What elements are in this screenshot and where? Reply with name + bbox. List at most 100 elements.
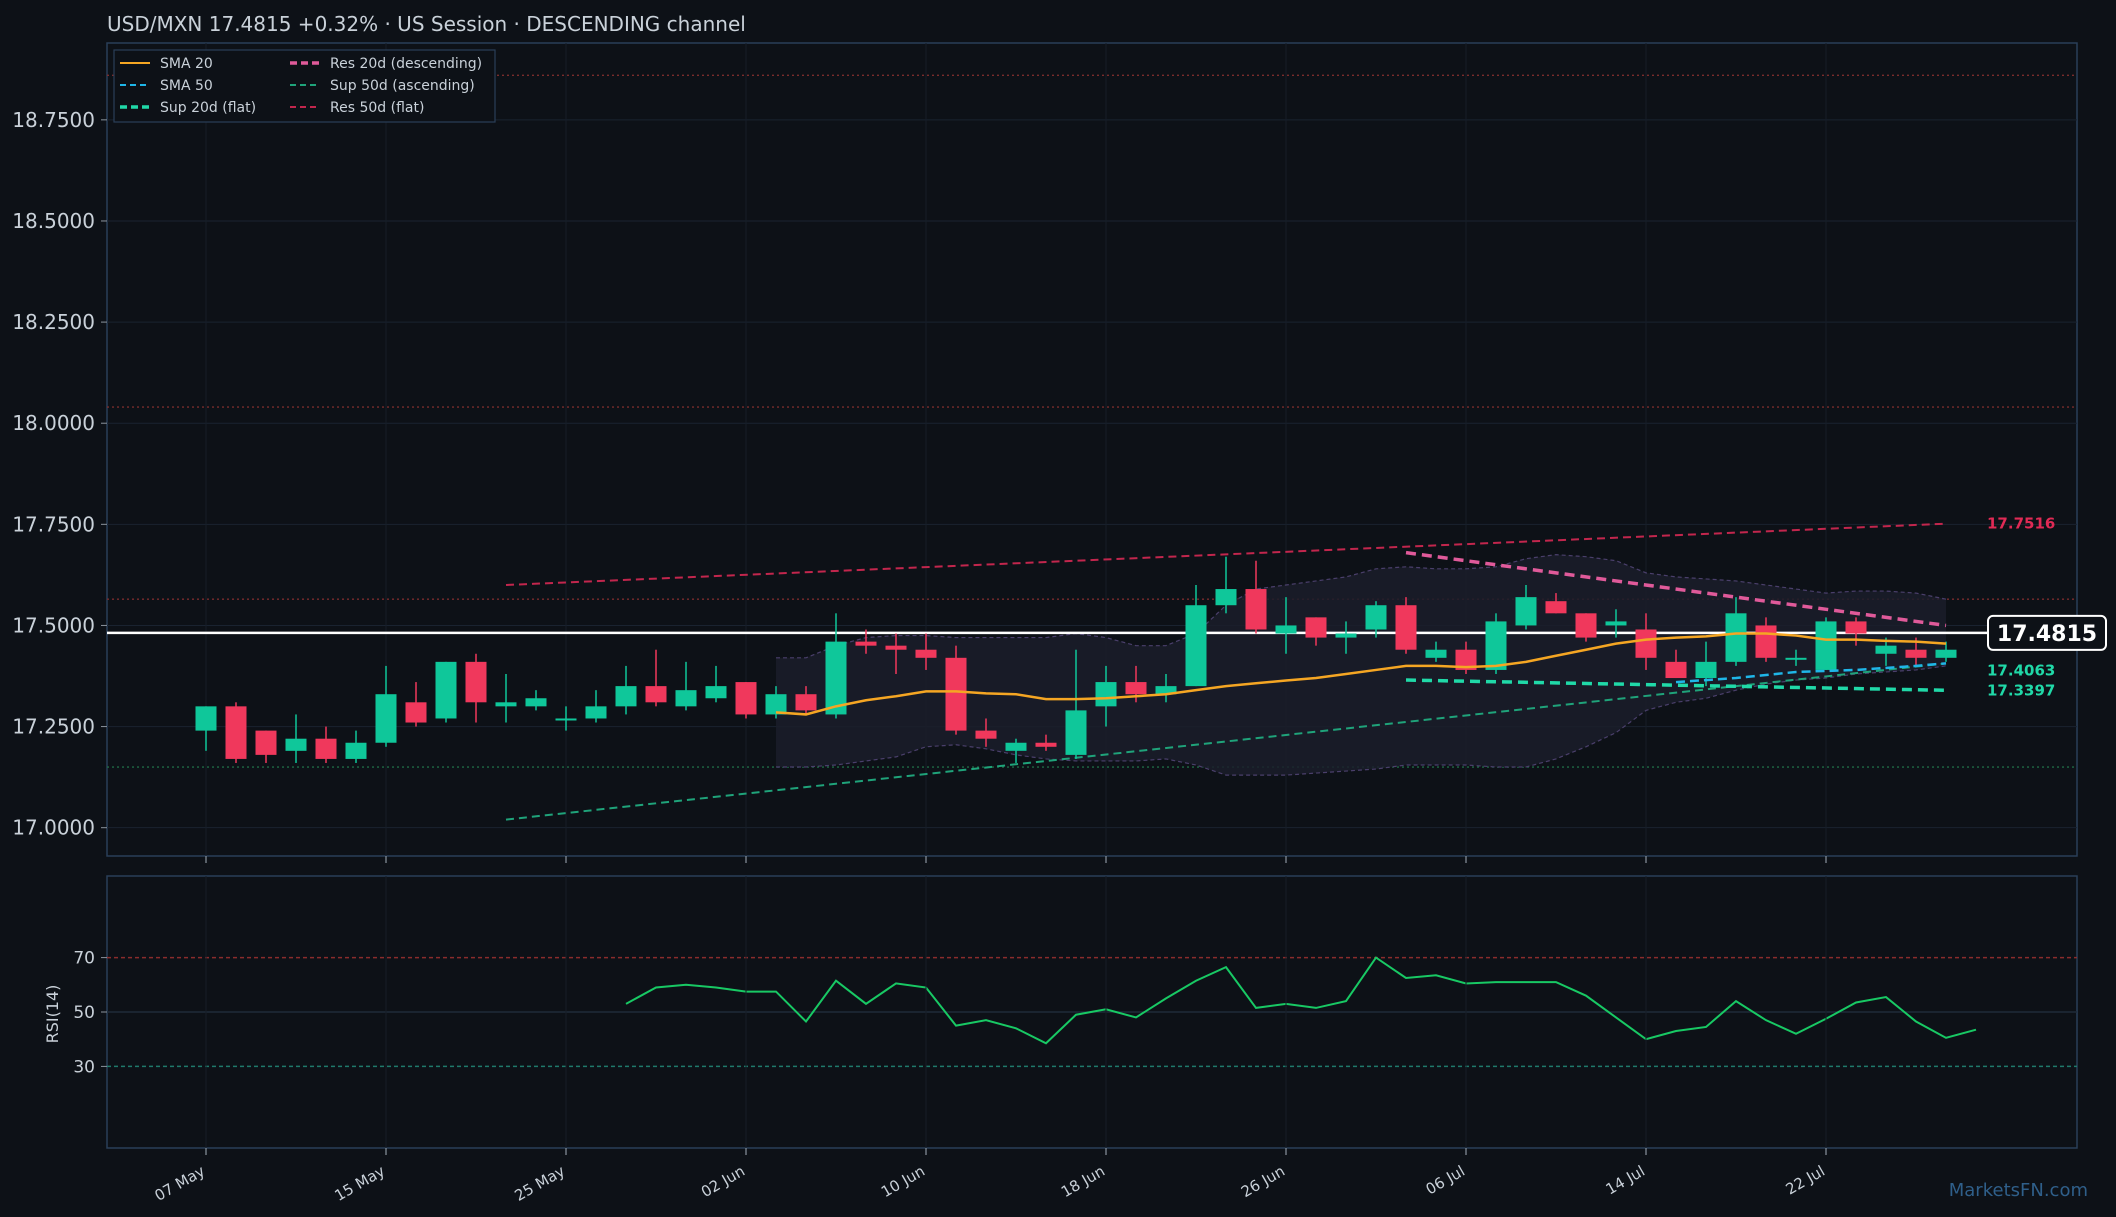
candle-body (1365, 605, 1387, 630)
legend-label: Sup 20d (flat) (160, 100, 256, 116)
watermark: MarketsFN.com (1949, 1180, 2088, 1201)
rsi-axis-label: RSI(14) (43, 985, 62, 1044)
candle-body (1005, 742, 1027, 751)
candle-body (1875, 645, 1897, 654)
price-tick-label: 17.7500 (12, 512, 95, 536)
candle-body (1515, 597, 1537, 626)
candle-body (1125, 682, 1147, 695)
candle-body (1305, 617, 1327, 638)
candle-body (315, 738, 337, 759)
candle-body (795, 694, 817, 711)
candle-body (675, 690, 697, 707)
candle-body (1695, 661, 1717, 679)
candle-body (1545, 601, 1567, 614)
trend-lines (505, 522, 1947, 821)
candle-body (1785, 657, 1807, 660)
candle-body (1335, 633, 1357, 638)
candle-body (1245, 589, 1267, 630)
rsi-panel: 30 50 70 RSI(14) (43, 875, 2078, 1149)
chart-title: USD/MXN 17.4815 +0.32% · US Session · DE… (107, 12, 746, 36)
candle-body (645, 686, 667, 703)
candle-body (1725, 613, 1747, 662)
candle-body (1065, 710, 1087, 755)
last-price-box (1987, 614, 2107, 651)
candles (195, 556, 1957, 763)
candle-body (585, 706, 607, 719)
last-price-text: 17.4815 (1997, 622, 2097, 647)
candle-body (1905, 649, 1927, 658)
candle-body (945, 657, 967, 731)
candle-body (1425, 649, 1447, 658)
res-level-label: 17.7516 (1987, 515, 2055, 533)
price-tick-label: 18.7500 (12, 108, 95, 132)
candle-body (885, 645, 907, 650)
bollinger-upper (776, 554, 1947, 659)
res-50d-line (505, 522, 1947, 586)
candle-body (405, 702, 427, 723)
candle-body (765, 694, 787, 715)
price-y-axis: 17.0000 17.2500 17.5000 17.7500 18.0000 18.25… (12, 43, 2077, 856)
legend-label: SMA 20 (160, 56, 213, 72)
rsi-tick-label: 70 (73, 949, 95, 969)
legend-label: Sup 50d (ascending) (330, 78, 475, 94)
candle-body (495, 702, 517, 707)
candle-body (615, 686, 637, 707)
res-20d-line (1405, 550, 1947, 628)
rsi-line (625, 956, 1977, 1045)
candle-body (915, 649, 937, 658)
sma50-level-label: 17.4063 (1987, 661, 2055, 679)
candle-body (1575, 613, 1597, 638)
candle-body (195, 706, 217, 731)
sup-level-label: 17.3397 (1987, 681, 2055, 699)
candle-body (345, 742, 367, 759)
candle-body (1215, 589, 1237, 606)
candle-body (1455, 649, 1477, 670)
candle-body (285, 738, 307, 751)
legend-label: Res 20d (descending) (330, 56, 482, 72)
candle-body (855, 641, 877, 646)
candle-body (735, 682, 757, 715)
candle-body (1155, 686, 1177, 695)
candle-body (1395, 605, 1417, 650)
candle-body (255, 730, 277, 755)
candle-body (1665, 661, 1687, 679)
candle-body (1605, 621, 1627, 626)
legend-label: SMA 50 (160, 78, 213, 94)
sma50-line (1675, 662, 1947, 684)
sup-50d-line (505, 662, 1947, 821)
candle-body (435, 661, 457, 719)
rsi-tick-label: 50 (73, 1003, 95, 1023)
candle-body (1815, 621, 1837, 670)
candle-body (525, 698, 547, 707)
price-tick-label: 18.2500 (12, 310, 95, 334)
candle-body (1755, 625, 1777, 658)
price-tick-label: 18.5000 (12, 209, 95, 233)
price-panel: 17.0000 17.2500 17.5000 17.7500 18.0000 18.25… (12, 42, 2107, 857)
candle-body (1095, 682, 1117, 707)
candle-body (1935, 649, 1957, 658)
candle-body (1185, 605, 1207, 687)
candle-body (225, 706, 247, 759)
candle-body (705, 686, 727, 699)
price-tick-label: 17.0000 (12, 816, 95, 840)
rsi-tick-label: 30 (73, 1057, 95, 1077)
sma20-line (775, 632, 1947, 716)
candle-body (1275, 625, 1297, 634)
price-tick-label: 17.2500 (12, 715, 95, 739)
candle-body (555, 718, 577, 721)
candle-body (975, 730, 997, 739)
price-tick-label: 17.5000 (12, 613, 95, 637)
candle-body (825, 641, 847, 715)
candle-body (1485, 621, 1507, 670)
candle-body (375, 694, 397, 743)
last-price-label: 17.4815 (1987, 614, 2107, 651)
moving-averages (775, 632, 1947, 716)
price-panel-frame (106, 42, 2078, 857)
candle-body (1035, 742, 1057, 747)
sup-20d-line (1405, 678, 1947, 693)
candle-body (465, 661, 487, 703)
legend: SMA 20 SMA 50 Sup 20d (flat) Res 20d (desce… (113, 49, 496, 123)
candle-body (1845, 621, 1867, 634)
legend-label: Res 50d (flat) (330, 100, 424, 116)
